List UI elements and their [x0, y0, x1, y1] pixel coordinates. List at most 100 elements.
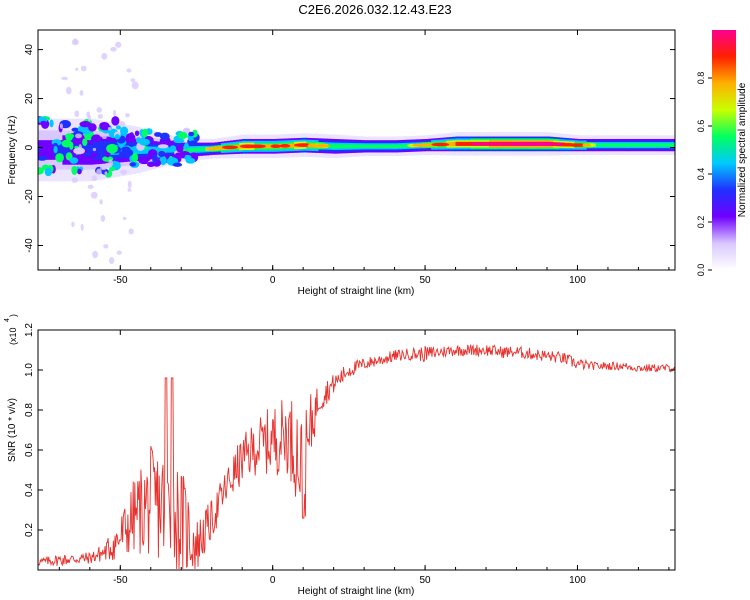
scatter-faint [96, 168, 102, 176]
y-tick-label: 0.4 [24, 483, 35, 497]
band-cell [184, 147, 188, 152]
spectrogram-panel: -50 0 50 100 -40 -20 0 20 40 Height of straight … [7, 29, 679, 297]
colorbar: 0.0 0.2 0.4 0.6 0.8 Normalized spectral ampl… [696, 30, 748, 276]
band-cell [400, 144, 405, 148]
scatter-faint [97, 114, 104, 119]
scatter-blob [189, 140, 198, 146]
band-cell [668, 143, 673, 147]
x-tick-label: 100 [569, 575, 586, 586]
band-cell [59, 144, 63, 156]
band-core [279, 144, 291, 148]
snr-multiplier-exp: 4 [4, 318, 11, 322]
band-cell [391, 144, 396, 149]
band-cell [662, 143, 667, 147]
snr-series-line [38, 343, 675, 570]
scatter-faint [79, 89, 84, 96]
band-cell [199, 147, 204, 152]
scatter-faint [71, 221, 75, 228]
scatter-faint [74, 110, 80, 118]
scatter-faint [115, 41, 122, 48]
band-cell [650, 143, 655, 147]
scatter-faint [73, 38, 78, 45]
band-core [527, 142, 537, 146]
y-tick-label: -40 [24, 238, 35, 253]
scatter-blob [157, 144, 169, 149]
band-cell [464, 141, 469, 146]
band-cell [671, 143, 675, 147]
scatter-blob [40, 120, 47, 126]
scatter-blob [44, 167, 53, 177]
y-tick-label: 1.0 [24, 363, 35, 377]
scatter-blob [173, 139, 185, 144]
scatter-blob [192, 129, 198, 138]
band-cell [638, 143, 642, 147]
band-cell [656, 143, 661, 147]
scatter-blob [114, 134, 120, 140]
spectrogram-ylabel: Frequency (Hz) [7, 116, 18, 185]
scatter-faint [99, 131, 104, 138]
band-cell [333, 144, 338, 149]
band-cell [159, 146, 164, 154]
scatter-faint [110, 46, 117, 52]
band-cell [675, 141, 679, 150]
band-cell [336, 144, 341, 149]
scatter-faint [128, 228, 134, 235]
band-cell [56, 144, 60, 156]
band-cell [364, 144, 368, 149]
band-cell [361, 144, 365, 149]
scatter-blob [172, 162, 183, 167]
scatter-blob [138, 138, 151, 146]
band-cell [348, 144, 353, 149]
scatter-faint [100, 165, 107, 171]
band-cell [339, 144, 344, 149]
band-cell [675, 142, 679, 148]
band-cell [144, 146, 149, 154]
band-cell [367, 144, 371, 149]
scatter-blob [76, 168, 82, 175]
scatter-faint [120, 169, 128, 175]
scatter-faint [78, 144, 82, 152]
band-cell [98, 144, 103, 156]
scatter-blob [82, 138, 88, 147]
band-cell [617, 143, 621, 147]
scatter-faint [92, 250, 98, 259]
band-cell [354, 144, 359, 149]
band-cell [196, 147, 201, 152]
scatter-faint [125, 113, 130, 118]
band-cell [388, 144, 393, 149]
scatter-blob [55, 153, 64, 163]
band-cell [635, 143, 639, 147]
colorbar-tick-label: 0.8 [696, 72, 706, 85]
band-cell [193, 147, 197, 152]
x-tick-label: 0 [270, 575, 276, 586]
scatter-faint [80, 223, 84, 231]
band-cell [601, 143, 606, 147]
spectrogram-xlabel: Height of straight line (km) [298, 286, 415, 297]
band-core [567, 143, 588, 147]
scatter-faint [103, 244, 109, 249]
y-tick-label: 0.2 [24, 523, 35, 537]
scatter-blob [134, 130, 140, 137]
scatter-faint [127, 180, 132, 189]
x-tick-label: -50 [113, 575, 128, 586]
y-tick-label: 40 [24, 44, 35, 56]
scatter-blob [69, 157, 79, 164]
scatter-faint [112, 109, 117, 116]
band-cell [41, 144, 45, 156]
band-cell [342, 144, 347, 149]
scatter-faint [122, 216, 127, 221]
band-core [582, 143, 591, 147]
spectrogram-frame [37, 29, 676, 271]
colorbar-tick-label: 0.0 [696, 264, 706, 277]
scatter-blob [138, 157, 151, 165]
snr-multiplier-close: ) [8, 314, 18, 317]
scatter-faint [99, 199, 103, 205]
band-cell [141, 146, 146, 154]
band-cell [607, 143, 612, 147]
scatter-blob [131, 152, 139, 163]
scatter-blob [109, 166, 116, 172]
scatter-faint [96, 107, 103, 113]
band-cell [351, 144, 356, 149]
scatter-blob [159, 132, 170, 141]
scatter-faint [75, 133, 82, 139]
